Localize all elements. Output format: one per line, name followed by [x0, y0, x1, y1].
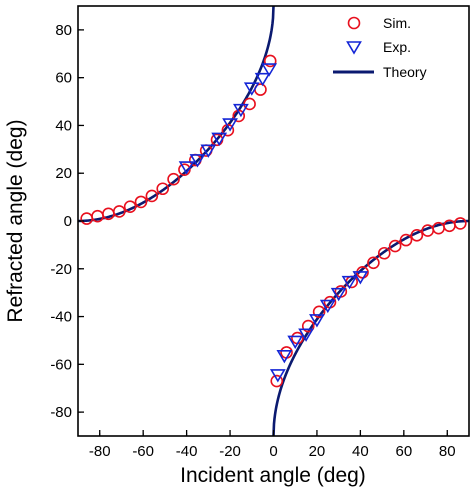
- x-tick-label: 0: [269, 443, 277, 460]
- sim-point: [270, 374, 284, 388]
- exp-point: [341, 275, 358, 290]
- y-tick-label: 0: [64, 213, 72, 230]
- x-tick-label: -40: [176, 443, 198, 460]
- legend-exp-label: Exp.: [383, 39, 411, 55]
- sim-point: [377, 246, 391, 260]
- axes-layer: -80 -60 -40 -20 0 20 40 60 80 -80 -60 -40 -20 0 20 40 60…: [50, 22, 455, 460]
- y-tick-label: -20: [50, 261, 72, 278]
- sim-point: [167, 172, 180, 186]
- exp-point: [319, 299, 336, 314]
- x-tick-label: 80: [439, 443, 456, 460]
- y-tick-label: -40: [50, 309, 72, 326]
- exp-point: [233, 103, 249, 118]
- y-tick-label: 80: [55, 22, 72, 39]
- sim-point: [388, 239, 402, 253]
- sim-point: [145, 189, 159, 203]
- x-tick-label: 60: [395, 443, 412, 460]
- sim-point: [263, 54, 277, 68]
- y-tick-label: -60: [50, 356, 72, 373]
- sim-point: [156, 182, 170, 196]
- legend-theory-label: Theory: [383, 64, 427, 80]
- x-tick-label: -20: [219, 443, 241, 460]
- x-tick-label: -60: [132, 443, 154, 460]
- y-tick-label: -80: [50, 404, 72, 421]
- y-tick-label: 60: [55, 70, 72, 87]
- exp-point: [243, 82, 260, 96]
- exp-point: [330, 287, 347, 302]
- exp-point: [254, 72, 271, 87]
- sim-point: [134, 195, 148, 209]
- legend-sim-label: Sim.: [383, 15, 411, 31]
- exp-point: [189, 154, 206, 168]
- sim-point: [367, 256, 380, 270]
- sim-point: [410, 229, 424, 242]
- x-axis-title: Incident angle (deg): [180, 464, 366, 487]
- theory-curve-positive: [272, 219, 469, 436]
- exp-point: [276, 349, 293, 364]
- exp-point: [287, 335, 304, 350]
- x-tick-label: 40: [352, 443, 369, 460]
- exp-point: [352, 271, 369, 285]
- y-axis-title: Refracted angle (deg): [4, 119, 27, 322]
- exp-point: [298, 328, 314, 342]
- sim-point: [399, 233, 413, 247]
- exp-point: [269, 369, 286, 383]
- exp-point: [222, 118, 238, 132]
- exp-point: [178, 161, 195, 175]
- sim-point: [178, 163, 191, 176]
- series-layer: [78, 6, 469, 436]
- sim-point: [454, 217, 467, 230]
- legend-sim-marker: [347, 16, 361, 30]
- x-tick-label: -80: [89, 443, 111, 460]
- sim-point: [221, 123, 235, 137]
- sim-point: [312, 305, 326, 319]
- legend: Sim. Exp. Theory: [333, 15, 427, 80]
- sim-point: [232, 109, 246, 123]
- exp-point: [309, 314, 325, 328]
- exp-point: [200, 144, 217, 158]
- exp-point: [261, 63, 278, 77]
- legend-exp-marker: [346, 41, 362, 55]
- theory-curve-negative: [78, 6, 275, 223]
- sim-point: [112, 205, 126, 218]
- sim-point: [301, 319, 315, 333]
- y-tick-label: 40: [55, 117, 72, 134]
- sim-point: [123, 200, 137, 213]
- y-tick-label: 20: [55, 165, 72, 182]
- x-tick-label: 20: [309, 443, 326, 460]
- exp-point: [211, 132, 228, 146]
